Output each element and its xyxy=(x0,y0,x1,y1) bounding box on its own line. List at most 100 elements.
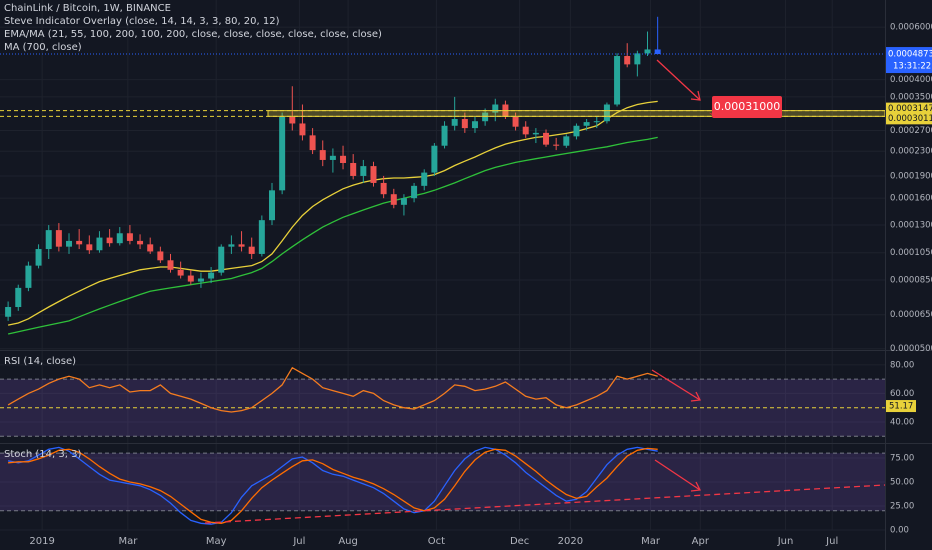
y-tick-label: 0.00023000 xyxy=(890,147,932,157)
x-tick-label: Mar xyxy=(641,536,661,547)
candle-body xyxy=(573,125,580,137)
price-line-label-box xyxy=(886,102,932,115)
plot: 0.00031000 xyxy=(0,16,886,525)
candle-body xyxy=(471,121,478,129)
y-tick-label: 75.00 xyxy=(890,453,914,463)
y-tick-label: 0.00008500 xyxy=(890,276,932,286)
annotation-label: 0.00031000 xyxy=(714,100,780,113)
axes: 2019 Mar May Jul Aug Oct Dec 2020 Mar Apr Jun Jul 0.… xyxy=(29,23,932,547)
indicator-line xyxy=(7,446,658,525)
price-line-label: 0.00031478 xyxy=(888,104,932,114)
candle-body xyxy=(55,230,62,247)
candle-body xyxy=(421,172,428,186)
moving-average xyxy=(7,136,658,335)
candle-body xyxy=(25,265,32,288)
candle-body xyxy=(177,269,184,276)
y-tick-label: 0.00027000 xyxy=(890,126,932,136)
y-tick-label: 40.00 xyxy=(890,418,914,428)
candle-body xyxy=(654,49,661,55)
candle-body xyxy=(197,278,204,282)
y-tick-label: 0.00040000 xyxy=(890,75,932,85)
candle-body xyxy=(461,119,468,129)
x-tick-label: Jul xyxy=(292,536,305,547)
candle-body xyxy=(411,185,418,199)
y-tick-label: 0.00019000 xyxy=(890,171,932,181)
price-line-label-box xyxy=(886,112,932,125)
indicator-line xyxy=(7,366,658,413)
candle-body xyxy=(380,182,387,195)
candle-body xyxy=(350,162,357,176)
y-tick-label: 0.00035000 xyxy=(890,92,932,102)
x-tick-label: Apr xyxy=(692,536,710,547)
candle-body xyxy=(15,287,22,308)
y-tick-label: 0.00060000 xyxy=(890,23,932,33)
candle-body xyxy=(329,155,336,160)
candle-body xyxy=(268,190,275,221)
x-tick-label: 2019 xyxy=(29,536,54,547)
candle-body xyxy=(76,240,83,245)
candle-body xyxy=(45,230,52,250)
candle-body xyxy=(106,237,113,244)
candle-body xyxy=(248,246,255,254)
y-tick-label: 0.00006500 xyxy=(890,310,932,320)
candle-body xyxy=(126,233,133,241)
candle-body xyxy=(309,135,316,151)
price-line-label: 0.00030115 xyxy=(888,114,932,124)
pane-title: Stoch (14, 3, 3) xyxy=(4,449,81,460)
moving-average xyxy=(7,100,658,326)
candle-body xyxy=(603,104,610,122)
candle-body xyxy=(624,56,631,65)
candle-body xyxy=(228,244,235,247)
candle-body xyxy=(431,145,438,173)
y-tick-label: 0.00 xyxy=(890,526,909,536)
last-price-box xyxy=(886,47,932,74)
candle-body xyxy=(593,121,600,123)
candle-body xyxy=(563,136,570,146)
candle-body xyxy=(370,166,377,183)
chart-title: ChainLink / Bitcoin, 1W, BINANCE xyxy=(4,3,171,14)
candle-body xyxy=(340,155,347,163)
x-tick-label: Jul xyxy=(825,536,838,547)
x-tick-label: Mar xyxy=(118,536,138,547)
x-tick-label: Jun xyxy=(777,536,794,547)
value-label: 51.17 xyxy=(889,402,913,412)
annotation-box xyxy=(712,96,782,118)
candle-body xyxy=(299,123,306,136)
arrows xyxy=(651,59,701,492)
legend-line: EMA/MA (21, 55, 100, 200, 100, 200, clos… xyxy=(4,29,382,40)
candle-body xyxy=(157,251,164,261)
candle-body xyxy=(482,112,489,122)
candle-body xyxy=(644,49,651,54)
x-tick-label: Dec xyxy=(510,536,529,547)
candle-body xyxy=(390,194,397,205)
candle-body xyxy=(360,166,367,176)
pane-title: RSI (14, close) xyxy=(4,356,76,367)
trendline xyxy=(204,484,886,524)
support-zone xyxy=(267,110,886,117)
candle-body xyxy=(96,237,103,251)
candle-body xyxy=(86,244,93,251)
y-tick-label: 0.00013000 xyxy=(890,221,932,231)
y-tick-label: 80.00 xyxy=(890,360,914,370)
candle-body xyxy=(492,104,499,113)
candle-body xyxy=(553,144,560,146)
legend: ChainLink / Bitcoin, 1W, BINANCE Steve I… xyxy=(4,3,382,460)
legend-line: MA (700, close) xyxy=(4,42,82,53)
candle-body xyxy=(532,132,539,135)
candle-body xyxy=(66,240,73,247)
candle-body xyxy=(35,249,42,266)
candle-body xyxy=(634,53,641,65)
candle-body xyxy=(5,307,12,317)
candle-body xyxy=(583,122,590,126)
candle-body xyxy=(258,220,265,254)
x-tick-label: 2020 xyxy=(558,536,583,547)
x-tick-label: Oct xyxy=(428,536,445,547)
candle-body xyxy=(319,150,326,160)
x-tick-label: May xyxy=(206,536,227,547)
candle-body xyxy=(147,244,154,252)
candle-body xyxy=(167,260,174,270)
candle-body xyxy=(279,116,286,191)
candle-body xyxy=(451,119,458,126)
candle-body xyxy=(441,125,448,146)
candle-body xyxy=(614,56,621,105)
